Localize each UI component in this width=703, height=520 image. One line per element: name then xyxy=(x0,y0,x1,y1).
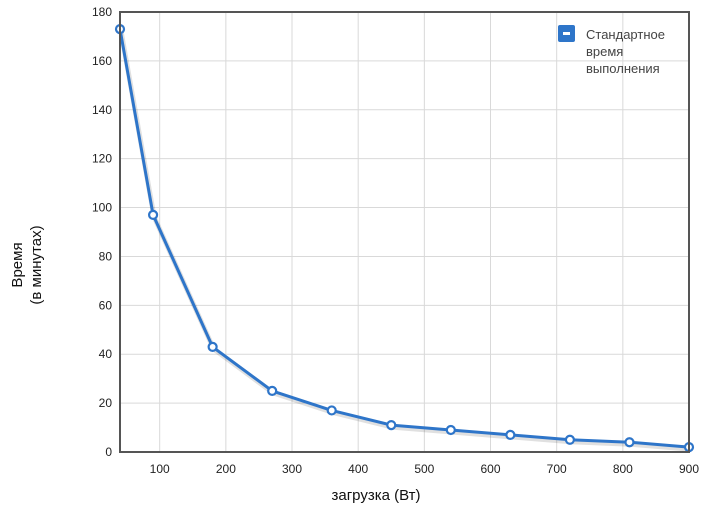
x-tick-label: 500 xyxy=(414,462,434,476)
legend[interactable]: Стандартное время выполнения xyxy=(558,25,665,76)
y-tick-label: 40 xyxy=(99,347,113,361)
plot-frame xyxy=(119,11,690,453)
data-point xyxy=(326,405,337,416)
y-tick-label: 60 xyxy=(99,298,113,312)
data-point xyxy=(505,429,516,440)
x-tick-label: 900 xyxy=(679,462,699,476)
series xyxy=(114,24,695,453)
y-tick-label: 140 xyxy=(92,103,112,117)
y-axis-title-line-2: (в минутах) xyxy=(28,225,45,304)
data-point xyxy=(267,385,278,396)
x-tick-label: 100 xyxy=(150,462,170,476)
y-axis-title: Время (в минутах) xyxy=(9,225,45,304)
data-point xyxy=(564,434,576,445)
y-tick-label: 180 xyxy=(92,5,112,19)
y-tick-label: 160 xyxy=(92,54,112,68)
series-line xyxy=(118,28,690,449)
y-tick-label: 80 xyxy=(99,249,113,263)
data-point xyxy=(147,209,159,220)
data-point xyxy=(386,420,397,431)
y-tick-label: 120 xyxy=(92,152,112,166)
x-tick-label: 700 xyxy=(547,462,567,476)
x-tick-label: 300 xyxy=(282,462,302,476)
tick-labels: 0 20 40 60 80 100 120 140 160 180 100 200 300 400 500 6… xyxy=(92,5,699,476)
x-tick-label: 600 xyxy=(480,462,500,476)
x-axis-title: загрузка (Вт) xyxy=(331,487,420,504)
series-line-shadow xyxy=(118,30,691,452)
x-tick-label: 200 xyxy=(216,462,236,476)
data-point xyxy=(445,424,456,436)
grid xyxy=(120,12,689,452)
legend-label-line-2: время xyxy=(586,44,623,59)
legend-label-line-1: Стандартное xyxy=(586,27,665,42)
x-tick-label: 400 xyxy=(348,462,368,476)
legend-label-line-3: выполнения xyxy=(586,61,660,76)
x-tick-label: 800 xyxy=(613,462,633,476)
legend-swatch-dash xyxy=(563,32,570,35)
y-tick-label: 0 xyxy=(105,445,112,459)
y-tick-label: 20 xyxy=(99,396,113,410)
data-point xyxy=(624,437,635,448)
y-axis-title-line-1: Время xyxy=(9,242,26,287)
y-tick-label: 100 xyxy=(92,201,112,215)
data-point xyxy=(207,341,218,352)
